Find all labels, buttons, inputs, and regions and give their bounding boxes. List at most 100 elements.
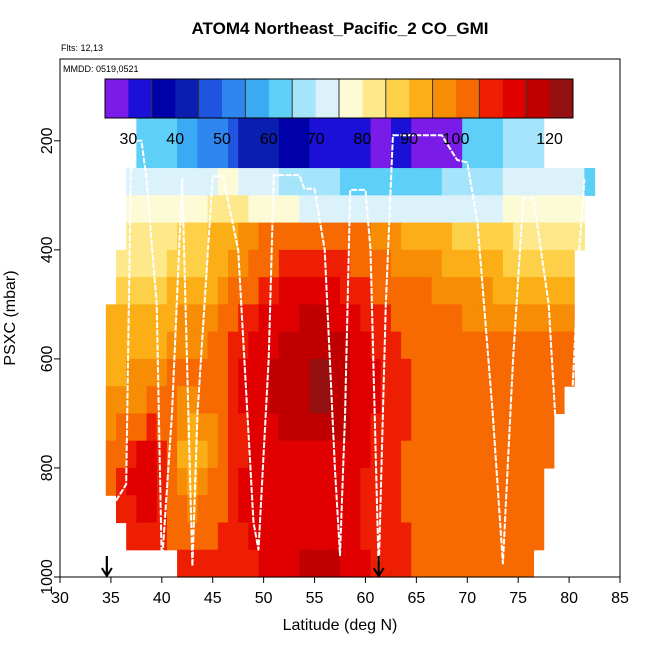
heatmap-cell [228,331,239,360]
heatmap-cell [533,331,545,360]
heatmap-cell [187,522,199,551]
heatmap-cell [207,413,219,442]
heatmap-cell [105,440,117,469]
heatmap-cell [482,168,494,196]
heatmap-cell [360,222,372,251]
heatmap-cell [299,331,311,360]
heatmap-cell [116,440,127,469]
colorbar-swatch [339,79,363,118]
heatmap-cell [289,222,300,251]
heatmap-cell [441,549,453,578]
heatmap-cell [156,113,168,169]
heatmap-cell [207,222,219,251]
colorbar-swatch [151,79,176,118]
heatmap-cell [268,249,280,278]
heatmap-cell [258,113,270,169]
heatmap-cell [248,440,260,469]
heatmap-cell [177,467,188,496]
heatmap-cell [431,495,443,524]
heatmap-cell [390,195,402,224]
heatmap-cell [309,195,321,224]
heatmap-cell [258,358,270,387]
heatmap-cell [156,249,168,278]
heatmap-cell [492,495,504,524]
heatmap-cell [228,277,239,305]
heatmap-cell [166,277,178,305]
heatmap-cell [380,467,392,496]
heatmap-cell [207,522,219,551]
heatmap-cell [411,277,423,305]
heatmap-cell [350,331,361,360]
heatmap-cell [238,467,249,496]
heatmap-cell [146,358,158,387]
heatmap-cell [441,386,453,415]
heatmap-cell [421,522,433,551]
heatmap-cell [513,331,524,360]
heatmap-cell [360,304,372,333]
heatmap-cell [523,495,535,524]
heatmap-cell [146,195,158,224]
heatmap-cell [268,549,280,578]
heatmap-cell [533,495,545,524]
colorbar-tick-label: 40 [166,131,184,148]
heatmap-cell [421,195,433,224]
heatmap-cell [452,467,463,496]
heatmap-cell [299,549,311,578]
heatmap-cell [350,467,361,496]
heatmap-cell [299,495,311,524]
heatmap-cell [329,304,341,333]
heatmap-cell [248,495,260,524]
heatmap-cell [574,195,585,224]
heatmap-cell [411,440,423,469]
heatmap-cell [116,386,127,415]
heatmap-cell [340,440,351,469]
heatmap-cell [278,440,290,469]
heatmap-cell [431,331,443,360]
heatmap-cell [105,304,117,333]
heatmap-cell [278,522,290,551]
heatmap-cell [533,113,545,169]
heatmap-cell [248,386,260,415]
heatmap-cell [116,249,127,278]
colorbar-swatch [432,79,457,118]
heatmap-cell [329,549,341,578]
heatmap-cell [492,277,504,305]
heatmap-cell [238,195,249,224]
heatmap-cell [197,413,209,442]
heatmap-cell [472,277,484,305]
heatmap-cell [452,168,463,196]
heatmap-cell [441,440,453,469]
heatmap-cell [513,522,524,551]
heatmap-cell [299,522,311,551]
heatmap-cell [543,413,555,442]
heatmap-cell [350,358,361,387]
heatmap-cell [340,549,351,578]
heatmap-cell [421,113,433,169]
heatmap-cell [370,195,382,224]
heatmap-cell [126,522,137,551]
heatmap-cell [431,195,443,224]
heatmap-cell [502,386,514,415]
heatmap-cell [197,495,209,524]
heatmap-cell [543,195,555,224]
heatmap-cell [543,168,555,196]
heatmap-cell [248,277,260,305]
heatmap-cell [421,304,433,333]
heatmap-cell [380,358,392,387]
heatmap-cell [421,413,433,442]
heatmap-cell [207,440,219,469]
heatmap-cell [360,467,372,496]
heatmap-cell [533,195,545,224]
heatmap-cell [136,249,148,278]
heatmap-cell [472,304,484,333]
heatmap-cell [533,358,545,387]
heatmap-cell [462,113,473,169]
heatmap-cell [146,304,158,333]
heatmap-cell [492,304,504,333]
heatmap-cell [543,440,555,469]
heatmap-cell [238,277,249,305]
heatmap-cell [401,168,412,196]
heatmap-cell [136,304,148,333]
heatmap-cell [309,467,321,496]
heatmap-cell [360,413,372,442]
